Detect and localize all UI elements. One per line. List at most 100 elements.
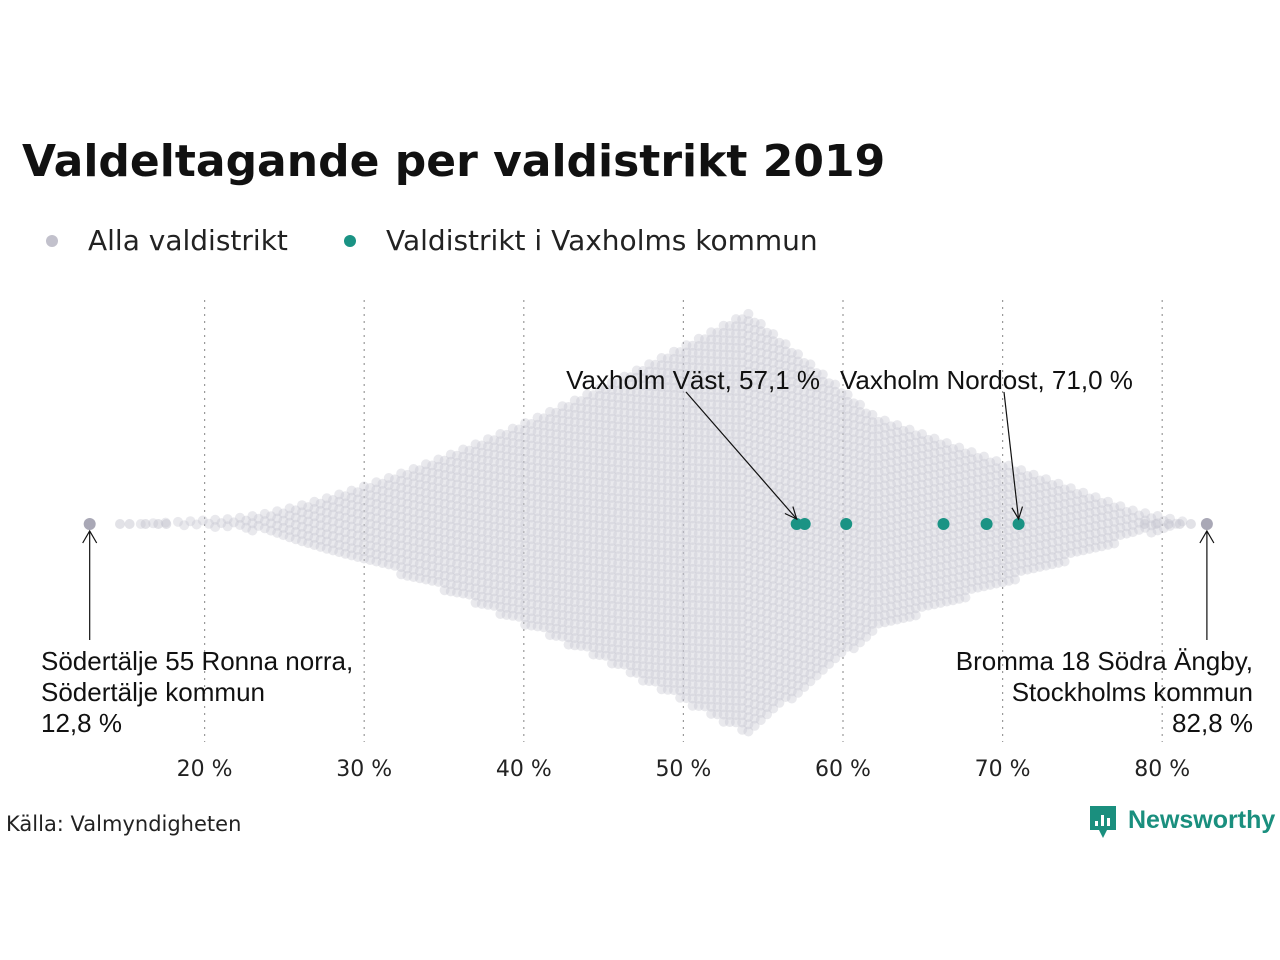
district-point — [842, 627, 853, 638]
district-point — [718, 399, 729, 410]
district-point — [718, 536, 729, 547]
district-point — [762, 651, 772, 662]
district-point — [644, 654, 655, 665]
district-point — [414, 558, 425, 569]
district-point — [749, 519, 760, 530]
district-point — [638, 610, 648, 621]
district-point — [675, 512, 686, 523]
district-point — [396, 482, 407, 493]
district-point — [551, 450, 562, 461]
district-point — [433, 468, 444, 479]
district-point — [737, 415, 748, 426]
district-point — [501, 509, 512, 520]
district-point — [724, 385, 735, 396]
district-point — [836, 453, 847, 464]
district-point — [631, 552, 642, 563]
district-point — [582, 411, 593, 422]
district-point — [576, 525, 586, 536]
district-point — [476, 541, 487, 552]
district-point — [793, 385, 803, 396]
district-point — [600, 499, 611, 510]
district-point — [489, 492, 500, 503]
district-point — [687, 585, 698, 596]
district-point — [483, 585, 493, 596]
district-point — [755, 542, 766, 553]
district-point — [693, 578, 704, 589]
district-point — [724, 364, 735, 375]
district-point — [762, 342, 772, 353]
district-point — [755, 592, 766, 603]
district-point — [594, 419, 605, 430]
district-point — [352, 487, 363, 498]
district-point — [173, 516, 183, 527]
district-point — [402, 477, 413, 488]
district-point — [551, 544, 562, 555]
district-point — [625, 602, 636, 613]
district-point — [830, 617, 841, 628]
district-point — [687, 571, 698, 582]
district-point — [842, 389, 853, 400]
district-point — [650, 439, 661, 449]
district-point — [433, 461, 444, 472]
district-point — [811, 555, 822, 566]
district-point — [737, 566, 748, 577]
district-point — [886, 464, 896, 475]
district-point — [545, 486, 555, 497]
district-point — [886, 493, 896, 504]
district-point — [346, 543, 357, 554]
district-point — [532, 441, 543, 452]
district-point — [830, 574, 841, 584]
district-point — [115, 519, 126, 529]
district-point — [693, 564, 704, 575]
district-point — [526, 483, 537, 494]
district-point — [811, 605, 822, 616]
district-point — [625, 429, 636, 440]
district-point — [619, 407, 630, 418]
district-point — [569, 618, 580, 629]
district-point — [495, 493, 506, 504]
district-point — [737, 465, 748, 476]
district-point — [427, 532, 438, 543]
district-point — [731, 393, 741, 404]
district-point — [743, 524, 754, 535]
district-point — [886, 515, 896, 525]
district-point — [483, 477, 493, 488]
district-point — [650, 503, 661, 514]
district-point — [855, 601, 865, 612]
district-point — [687, 549, 698, 560]
district-point — [786, 693, 797, 704]
district-point — [638, 445, 648, 456]
district-point — [737, 422, 748, 433]
district-point — [557, 422, 568, 433]
district-point — [805, 604, 816, 615]
district-point — [836, 388, 847, 399]
district-point — [650, 410, 661, 421]
district-point — [879, 552, 890, 563]
district-point — [867, 445, 878, 456]
district-point — [724, 666, 735, 677]
district-point — [557, 559, 568, 570]
district-point — [693, 333, 704, 344]
district-point — [402, 570, 413, 581]
district-point — [811, 454, 822, 465]
district-point — [284, 517, 295, 528]
district-point — [830, 394, 841, 404]
district-point — [724, 645, 735, 655]
district-point — [706, 629, 717, 640]
district-point — [656, 648, 667, 659]
district-point — [867, 424, 878, 435]
district-point — [303, 538, 314, 549]
district-point — [712, 349, 723, 360]
district-point — [656, 518, 667, 529]
district-point — [706, 708, 717, 719]
district-point — [662, 425, 673, 436]
district-point — [346, 485, 357, 496]
district-point — [712, 622, 723, 633]
district-point — [607, 507, 617, 518]
district-point — [805, 453, 816, 463]
district-point — [346, 492, 357, 503]
district-point — [700, 557, 710, 568]
district-point — [793, 428, 803, 439]
district-point — [886, 457, 896, 468]
district-point — [507, 553, 518, 564]
